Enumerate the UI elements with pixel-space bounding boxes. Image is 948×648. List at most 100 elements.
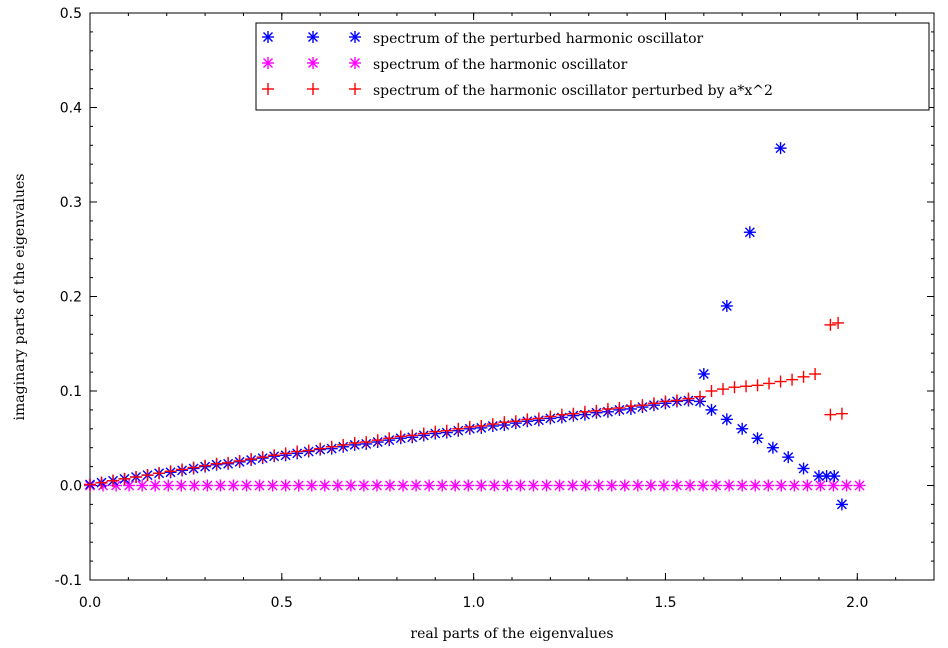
data-point	[774, 375, 787, 388]
data-point	[348, 436, 361, 449]
data-point	[383, 432, 396, 445]
data-point	[527, 479, 540, 492]
data-point	[774, 142, 787, 155]
data-point	[720, 413, 733, 426]
data-point	[371, 434, 384, 447]
data-point	[544, 410, 557, 423]
data-point	[240, 479, 253, 492]
data-point	[705, 403, 718, 416]
data-point	[751, 432, 764, 445]
data-point	[540, 479, 553, 492]
x-tick-label: 0.0	[79, 595, 101, 611]
data-point	[624, 400, 637, 413]
data-point	[279, 479, 292, 492]
data-point	[763, 377, 776, 390]
data-point	[670, 394, 683, 407]
data-point	[210, 457, 223, 470]
x-tick-label: 2.0	[846, 595, 868, 611]
data-point	[175, 479, 188, 492]
data-point	[429, 425, 442, 438]
data-point	[187, 461, 200, 474]
data-point	[835, 407, 848, 420]
data-point	[553, 479, 566, 492]
data-point	[337, 438, 350, 451]
data-point	[107, 474, 120, 487]
data-point	[357, 479, 370, 492]
data-point	[801, 479, 814, 492]
data-point	[95, 476, 108, 489]
data-point	[149, 479, 162, 492]
y-tick-label: 0.0	[60, 479, 82, 495]
data-point	[827, 479, 840, 492]
y-tick-label: 0.2	[60, 290, 82, 306]
legend-label: spectrum of the perturbed harmonic oscil…	[373, 31, 704, 47]
data-point	[452, 422, 465, 435]
data-point	[84, 478, 96, 491]
series-2	[84, 316, 848, 491]
data-point	[406, 429, 419, 442]
data-point	[567, 407, 580, 420]
data-point	[670, 479, 683, 492]
data-point	[370, 479, 383, 492]
series-1	[84, 479, 866, 492]
data-point	[410, 479, 423, 492]
data-point	[509, 415, 522, 428]
data-point	[279, 447, 292, 460]
data-point	[659, 395, 672, 408]
data-point	[578, 405, 591, 418]
data-point	[292, 479, 305, 492]
data-point	[566, 479, 579, 492]
data-point	[162, 479, 175, 492]
data-point	[291, 445, 304, 458]
data-point	[710, 479, 723, 492]
data-point	[436, 479, 449, 492]
data-point	[141, 469, 154, 482]
data-point	[684, 479, 697, 492]
data-point	[245, 453, 258, 466]
data-point	[440, 424, 453, 437]
data-point	[601, 402, 614, 415]
data-point	[305, 479, 318, 492]
legend-label: spectrum of the harmonic oscillator	[373, 57, 628, 73]
data-point	[631, 479, 644, 492]
legend-label: spectrum of the harmonic oscillator pert…	[373, 83, 773, 99]
x-axis-title: real parts of the eigenvalues	[410, 626, 613, 642]
data-point	[153, 467, 166, 480]
data-point	[592, 479, 605, 492]
data-point	[743, 226, 756, 239]
data-point	[814, 479, 827, 492]
legend-marker	[307, 57, 319, 69]
data-point	[268, 449, 281, 462]
data-point	[788, 479, 801, 492]
data-point	[797, 370, 810, 383]
x-tick-label: 0.5	[271, 595, 293, 611]
data-point	[394, 430, 407, 443]
y-axis-title: imaginary parts of the eigenvalues	[12, 174, 28, 421]
legend-marker	[262, 31, 274, 43]
legend-marker	[307, 31, 319, 43]
data-point	[766, 441, 779, 454]
legend-marker	[262, 57, 274, 69]
data-point	[697, 367, 710, 380]
data-point	[130, 470, 143, 483]
data-point	[463, 420, 476, 433]
data-point	[644, 479, 657, 492]
y-tick-label: -0.1	[55, 573, 82, 589]
data-point	[775, 479, 788, 492]
data-point	[824, 408, 837, 421]
data-point	[318, 479, 331, 492]
data-point	[728, 381, 741, 394]
data-point	[514, 479, 527, 492]
data-point	[123, 479, 136, 492]
data-point	[136, 479, 149, 492]
data-point	[705, 385, 718, 397]
data-point	[809, 367, 822, 380]
data-point	[820, 470, 833, 483]
data-point	[331, 479, 344, 492]
data-point	[717, 383, 729, 396]
data-point	[782, 451, 795, 464]
data-point	[832, 316, 845, 329]
data-point	[613, 402, 626, 415]
y-tick-label: 0.1	[60, 384, 82, 400]
data-point	[682, 392, 695, 405]
